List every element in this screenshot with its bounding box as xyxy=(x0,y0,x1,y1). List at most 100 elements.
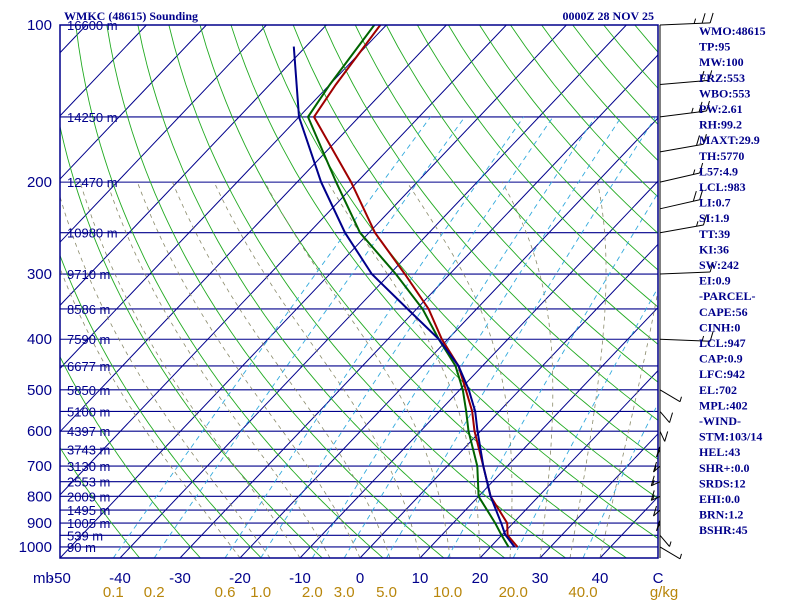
wind-barb xyxy=(659,100,710,118)
index-entry: TT:39 xyxy=(699,227,730,241)
moist-adiabat xyxy=(60,267,241,558)
mixing-ratio-line xyxy=(512,286,658,558)
temperature-tick-label: -10 xyxy=(289,570,311,587)
wind-barb-flag xyxy=(652,494,655,500)
wind-barb-staff xyxy=(659,22,711,26)
pressure-tick-label: 400 xyxy=(27,331,52,348)
index-entry: MPL:402 xyxy=(699,398,748,412)
mixing-ratio-line xyxy=(311,116,596,558)
index-entry: RH:99.2 xyxy=(699,118,742,132)
index-entry: SI:1.9 xyxy=(699,211,729,225)
wind-barb-flag xyxy=(669,412,674,423)
height-label: 16600 m xyxy=(67,18,118,33)
wind-barb-staff xyxy=(659,411,670,423)
wind-barb-flag xyxy=(696,221,699,227)
pressure-tick-label: 900 xyxy=(27,515,52,532)
isotherm-line xyxy=(60,25,327,307)
wind-barb-staff xyxy=(653,509,661,517)
wind-barbs xyxy=(650,12,714,560)
wind-barb-flag xyxy=(692,191,697,202)
mixing-ratio-line xyxy=(582,402,658,558)
mixing-ratio-tick-label: 10.0 xyxy=(433,584,462,600)
wind-barb xyxy=(659,162,704,183)
wind-barb xyxy=(650,475,661,487)
wind-barb xyxy=(659,134,707,153)
pressure-tick-label: 1000 xyxy=(19,539,52,556)
moist-adiabat xyxy=(213,181,421,558)
isotherm-line xyxy=(0,25,26,558)
dry-adiabat xyxy=(448,25,658,271)
wind-barb-flag xyxy=(679,553,682,559)
mixing-ratio-tick-label: 0.2 xyxy=(144,584,165,600)
mixing-ratio-line xyxy=(343,116,622,558)
wind-barb-flag xyxy=(696,135,700,146)
wind-barb xyxy=(659,389,682,403)
index-entry: SHR+:0.0 xyxy=(699,461,750,475)
height-label: 9710 m xyxy=(67,267,110,282)
index-entry: LI:0.7 xyxy=(699,196,731,210)
wind-barb-flag xyxy=(650,490,655,501)
mixing-ratio-tick-label: 5.0 xyxy=(376,584,397,600)
wind-barb-staff xyxy=(659,110,707,118)
wind-barb xyxy=(659,411,674,423)
index-entry: SW:242 xyxy=(699,258,739,272)
wind-barb-flag xyxy=(701,335,705,342)
mixing-ratio-tick-label: 3.0 xyxy=(334,584,355,600)
index-entry: TH:5770 xyxy=(699,149,744,163)
pressure-tick-label: 700 xyxy=(27,458,52,475)
wind-barb-flag xyxy=(702,134,707,145)
wind-barb-flag xyxy=(653,505,657,517)
index-entry: TP:95 xyxy=(699,40,730,54)
height-label: 8586 m xyxy=(67,302,110,317)
moist-adiabat xyxy=(79,181,301,558)
wind-barb-flag xyxy=(700,70,705,82)
wind-barb xyxy=(656,520,661,531)
dry-adiabat xyxy=(168,25,566,558)
index-entry: CAPE:56 xyxy=(699,305,748,319)
wind-barb-staff xyxy=(659,389,681,403)
wind-barb xyxy=(659,12,714,26)
mixing-ratio-tick-label: 40.0 xyxy=(568,584,597,600)
wind-barb-flag xyxy=(699,162,704,174)
wind-barb-staff xyxy=(659,79,709,85)
temperature-tick-label: -40 xyxy=(109,570,131,587)
mixing-ratio-tick-label: 0.1 xyxy=(103,584,124,600)
wind-barb-flag xyxy=(693,18,697,24)
temperature-tick-label: 40 xyxy=(592,570,609,587)
index-entry: EL:702 xyxy=(699,383,737,397)
wind-barb-flag xyxy=(679,396,682,402)
index-entry: SRDS:12 xyxy=(699,476,746,490)
index-entry: LCL:983 xyxy=(699,180,746,194)
height-label: 1495 m xyxy=(67,503,110,518)
temperature-tick-label: 30 xyxy=(532,570,549,587)
wind-barb-staff xyxy=(659,338,711,342)
dry-adiabat xyxy=(60,446,141,558)
pressure-tick-label: 600 xyxy=(27,423,52,440)
wind-barb-flag xyxy=(691,107,694,114)
height-label: 5100 m xyxy=(67,404,110,419)
isotherm-line xyxy=(60,25,567,558)
wind-barb-flag xyxy=(699,189,704,200)
moist-adiabat xyxy=(137,181,361,558)
wind-barb xyxy=(659,331,714,342)
isotherm-line xyxy=(60,25,447,433)
grid-layer xyxy=(0,25,658,558)
index-entry: EHI:0.0 xyxy=(699,492,740,506)
index-entry: KI:36 xyxy=(699,242,729,256)
wind-barb-flag xyxy=(709,331,714,342)
wind-barb-flag xyxy=(702,214,707,226)
dry-adiabat xyxy=(572,25,658,125)
moist-adiabat xyxy=(569,182,607,558)
index-entry: LCL:947 xyxy=(699,336,746,350)
series-parcel-line xyxy=(292,46,516,548)
series-dewpoint-line xyxy=(306,25,510,548)
index-entry: MAXT:29.9 xyxy=(699,133,760,147)
temperature-tick-label: -50 xyxy=(49,570,71,587)
index-entry: PW:2.61 xyxy=(699,102,743,116)
index-entry: FRZ:553 xyxy=(699,71,745,85)
isotherm-line xyxy=(60,25,507,496)
temperature-tick-label: 10 xyxy=(412,570,429,587)
wind-barb xyxy=(659,430,669,442)
wind-barb-flag xyxy=(656,520,661,531)
